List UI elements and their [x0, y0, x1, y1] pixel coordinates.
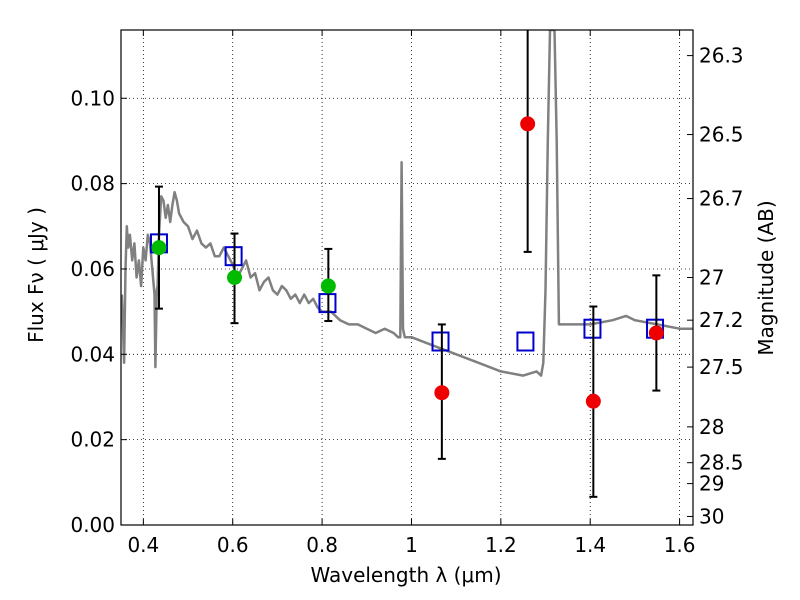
right-tick-label: 27.5	[699, 355, 744, 379]
right-axis-label: Magnitude (AB)	[754, 200, 778, 355]
right-tick-label: 26.7	[699, 187, 744, 211]
y-tick-labels: 0.00 0.02 0.04 0.06 0.08 0.10	[70, 86, 115, 537]
grid-lines	[121, 30, 693, 526]
y-tick-label: 0.02	[70, 428, 115, 452]
model-spectrum-line	[121, 30, 693, 377]
model-photometry-marker	[516, 331, 535, 352]
right-tick-label: 27.2	[699, 308, 744, 332]
non-detection-point	[434, 385, 450, 401]
y-tick-label: 0.06	[70, 257, 115, 281]
right-tick-label: 28.5	[699, 451, 744, 475]
x-tick-label: 0.4	[127, 533, 159, 557]
x-tick-label: 0.6	[217, 533, 249, 557]
detection-point	[320, 278, 336, 294]
right-tick-label: 30	[699, 504, 724, 528]
x-tick-label: 1.4	[574, 533, 606, 557]
x-tick-label: 1	[405, 533, 418, 557]
non-detection-point	[585, 393, 601, 409]
x-axis-label: Wavelength λ (μm)	[310, 563, 501, 587]
y-tick-label: 0.04	[70, 342, 115, 366]
x-tick-labels: 0.4 0.6 0.8 1 1.2 1.4 1.6	[127, 533, 695, 557]
non-detection-point	[648, 325, 664, 341]
non-detection-point	[520, 116, 536, 132]
detection-point	[227, 270, 243, 285]
model-spectrum-layer	[121, 30, 693, 377]
marker-layer	[149, 30, 665, 498]
x-tick-label: 0.8	[306, 533, 338, 557]
tick-marks	[121, 30, 693, 526]
y-tick-label: 0.00	[70, 513, 115, 537]
y-tick-label: 0.08	[70, 172, 115, 196]
x-tick-label: 1.2	[485, 533, 517, 557]
model-photometry-marker	[431, 331, 450, 352]
right-tick-label: 28	[699, 415, 724, 439]
right-tick-label: 27	[699, 266, 724, 290]
right-tick-label: 26.5	[699, 123, 744, 147]
y-tick-label: 0.10	[70, 86, 115, 110]
right-tick-label: 29	[699, 472, 724, 496]
y-axis-label: Flux Fν ( μJy )	[24, 207, 48, 343]
right-tick-label: 26.3	[699, 44, 744, 68]
x-tick-label: 1.6	[664, 533, 696, 557]
plot-frame	[120, 29, 694, 526]
detection-point	[151, 240, 167, 256]
